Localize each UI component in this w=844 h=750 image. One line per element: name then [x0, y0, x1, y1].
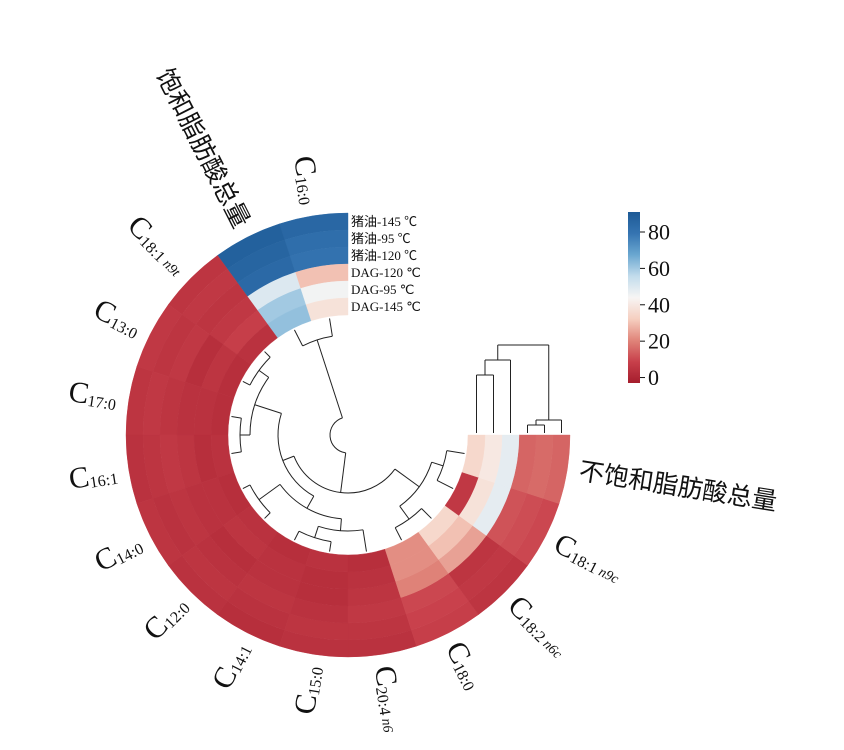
- dendrogram-branch: [362, 529, 367, 552]
- dendrogram-branch: [264, 512, 271, 519]
- category-label: C14:0: [89, 527, 147, 578]
- row-label: DAG-95 ℃: [351, 282, 414, 297]
- dendrogram-branch: [329, 541, 332, 552]
- colorbar-tick-label: 40: [648, 292, 670, 317]
- dendrogram-branch: [293, 531, 300, 541]
- dendrogram-branch: [306, 495, 315, 509]
- category-label: C18:2 n6c: [502, 589, 577, 664]
- dendrogram-branch: [279, 484, 342, 520]
- dendrogram-branch: [302, 335, 333, 347]
- dendrogram-branch: [293, 329, 304, 347]
- category-label: C18:1 n9t: [121, 208, 195, 282]
- dendrogram-branch: [242, 484, 251, 490]
- dendrogram-branch: [484, 359, 511, 433]
- colorbar-tick-label: 80: [648, 220, 670, 245]
- category-label: 饱和脂肪酸总量: [150, 64, 254, 233]
- dendrogram-branch: [535, 419, 562, 433]
- dendrogram-branch: [254, 404, 282, 414]
- row-label: DAG-145 ℃: [351, 299, 421, 314]
- dendrogram-branch: [249, 377, 270, 436]
- dendrogram-branch: [249, 484, 271, 514]
- category-label: C13:0: [89, 292, 147, 343]
- category-label: C16:0: [288, 153, 328, 206]
- dendrogram-branch: [231, 416, 242, 419]
- dendrogram-branch: [446, 450, 465, 454]
- dendrogram-branch: [339, 518, 342, 531]
- dendrogram-branch: [264, 351, 271, 358]
- dendrogram-branch: [231, 451, 242, 454]
- row-label: 猪油-120 ℃: [351, 248, 417, 263]
- dendrogram-branch: [436, 450, 448, 481]
- dendrogram-branch: [399, 505, 410, 520]
- dendrogram-branch: [421, 508, 432, 519]
- dendrogram-branch: [242, 380, 251, 386]
- category-label: C18:1 n9c: [549, 527, 629, 590]
- dendrogram-branch: [394, 508, 422, 529]
- dendrogram-branch: [258, 483, 281, 501]
- row-label: DAG-120 ℃: [351, 265, 421, 280]
- dendrogram-branch: [293, 455, 396, 494]
- dendrogram-branch: [436, 479, 454, 490]
- row-label: 猪油-95 ℃: [351, 231, 411, 246]
- category-label: 不饱和脂肪酸总量: [577, 457, 779, 516]
- heat-cell: [461, 434, 486, 478]
- dendrogram-branch: [497, 344, 550, 420]
- category-label: C12:0: [137, 589, 195, 647]
- category-label: C16:1: [66, 455, 119, 495]
- dendrogram-branch: [249, 356, 271, 386]
- category-label: C17:0: [66, 375, 119, 415]
- dendrogram-branch: [399, 462, 433, 507]
- category-label: C15:0: [288, 664, 328, 717]
- dendrogram-branch: [282, 455, 295, 461]
- dendrogram-branch: [527, 424, 545, 433]
- colorbar-tick-label: 60: [648, 256, 670, 281]
- category-label: C20:4 n6: [368, 664, 411, 734]
- dendrogram-branch: [316, 339, 343, 419]
- colorbar: [628, 212, 640, 383]
- dendrogram-branch: [258, 369, 270, 378]
- dendrogram-branch: [298, 530, 332, 543]
- dendrogram-branch: [277, 413, 315, 497]
- colorbar-tick-label: 0: [648, 365, 659, 390]
- dendrogram-branch: [476, 374, 494, 433]
- dendrogram-branch: [394, 468, 420, 488]
- dendrogram-branch: [239, 418, 242, 452]
- dendrogram-branch: [314, 526, 319, 538]
- row-label: 猪油-145 ℃: [351, 214, 417, 229]
- dendrogram-branch: [318, 525, 364, 532]
- dendrogram-branch: [329, 318, 333, 337]
- dendrogram-branch: [340, 452, 347, 493]
- category-label: C14:1: [205, 636, 256, 694]
- dendrogram-branch: [329, 417, 346, 454]
- dendrogram-branch: [394, 527, 403, 541]
- colorbar-tick-label: 20: [648, 329, 670, 354]
- category-label: C18:0: [440, 636, 491, 694]
- dendrogram-branch: [431, 461, 444, 467]
